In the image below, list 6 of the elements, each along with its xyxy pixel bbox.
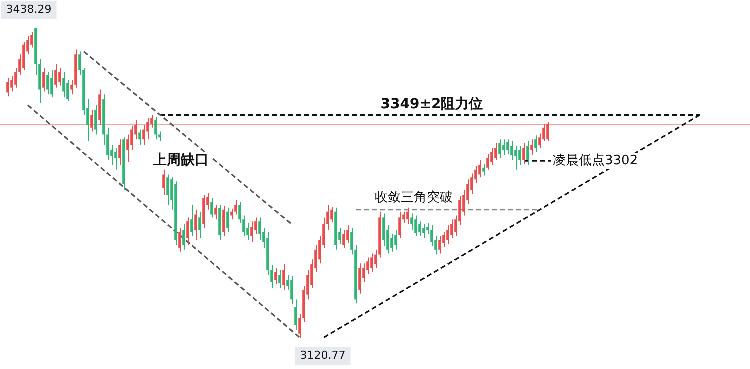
text: 3438.29 (6, 2, 52, 16)
annotation: 上周缺口 (152, 152, 209, 169)
text: 3120.77 (300, 348, 346, 362)
annotation: 收敛三角突破 (375, 190, 453, 206)
annotation: 凌晨低点3302 (553, 153, 638, 168)
annotation: 3349±2阻力位 (380, 96, 484, 113)
